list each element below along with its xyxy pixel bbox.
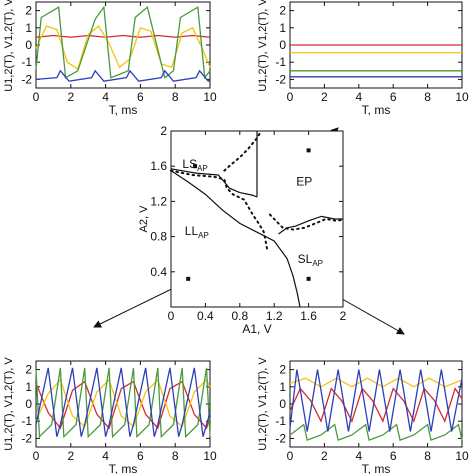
- x-tick-label: 0.4: [197, 309, 214, 323]
- x-tick-label: 0: [287, 449, 294, 463]
- x-tick-label: 0: [168, 309, 175, 323]
- y-tick-label: -1: [21, 55, 32, 69]
- y-tick-label: -1: [275, 55, 286, 69]
- panel-bottom-right: 0 2 4 6 8 10 -2 -1 0 1 2 T, ms U1,2(T), V1,2(T), V: [257, 357, 469, 474]
- x-axis-label: T, ms: [109, 462, 138, 474]
- x-tick-label: 6: [390, 449, 397, 463]
- panel-top-left: 0 2 4 6 8 10 -2 -1 0 1 2 T, ms U1,2(T), V1,2(T), V: [3, 0, 217, 117]
- series-line-1: [35, 25, 211, 71]
- x-tick-label: 4: [102, 449, 109, 463]
- series-line-2: [35, 5, 211, 80]
- panel-top-right: 0 2 4 6 8 10 -2 -1 0 1 2 T, ms U1,2(T), V1,2(T), V: [257, 0, 469, 117]
- x-tick-label: 10: [455, 449, 469, 463]
- y-tick-label: 1: [279, 21, 286, 35]
- y-axis-label: A2, V: [138, 205, 150, 233]
- y-tick-label: 0: [279, 38, 286, 52]
- x-tick-label: 6: [390, 90, 397, 104]
- y-tick-label: -1: [275, 414, 286, 428]
- x-tick-label: 2: [67, 449, 74, 463]
- y-tick-label: 0.4: [150, 265, 167, 279]
- y-tick-label: -2: [275, 72, 286, 86]
- series-line-3: [35, 69, 211, 83]
- y-tick-label: 2: [279, 4, 286, 18]
- y-tick-label: 2: [25, 363, 32, 377]
- x-tick-label: 2: [340, 309, 347, 323]
- x-axis-label: T, ms: [109, 103, 138, 117]
- region-marker-ls: [193, 164, 198, 169]
- y-axis-label: U1,2(T), V1,2(T), V: [3, 357, 15, 451]
- x-tick-label: 4: [102, 90, 109, 104]
- series-line-1: [289, 377, 463, 388]
- x-tick-label: 0: [33, 449, 40, 463]
- x-tick-label: 2: [321, 90, 328, 104]
- y-tick-label: 0: [25, 397, 32, 411]
- series-line-3: [35, 367, 211, 437]
- x-tick-label: 1.2: [266, 309, 283, 323]
- x-tick-label: 4: [355, 90, 362, 104]
- x-tick-label: 8: [172, 449, 179, 463]
- boundary-dotted-upper: [223, 130, 263, 172]
- y-tick-label: 1.2: [150, 194, 167, 208]
- y-tick-label: -2: [21, 72, 32, 86]
- region-marker-ep: [306, 148, 311, 153]
- x-tick-label: 1.6: [300, 309, 317, 323]
- x-tick-label: 0.8: [231, 309, 248, 323]
- panel-bottom-left: 0 2 4 6 8 10 -2 -1 0 1 2 T, ms U1,2(T), V1,2(T), V: [3, 357, 217, 474]
- x-tick-label: 10: [203, 90, 217, 104]
- boundary-dotted-right: [268, 213, 344, 231]
- x-tick-label: 10: [203, 449, 217, 463]
- x-axis-label: T, ms: [362, 103, 391, 117]
- x-axis-label: A1, V: [242, 322, 271, 336]
- y-tick-label: 1: [279, 380, 286, 394]
- y-axis-label: U1,2(T), V1,2(T), V: [3, 0, 15, 92]
- y-tick-label: 2: [279, 363, 286, 377]
- y-tick-label: 1: [25, 21, 32, 35]
- y-tick-label: 0: [279, 397, 286, 411]
- y-tick-label: -2: [21, 431, 32, 445]
- x-tick-label: 2: [321, 449, 328, 463]
- x-tick-label: 6: [137, 449, 144, 463]
- y-axis-label: U1,2(T), V1,2(T), V: [257, 0, 269, 92]
- y-tick-label: 1: [25, 380, 32, 394]
- x-axis-label: T, ms: [362, 462, 391, 474]
- x-tick-label: 8: [424, 90, 431, 104]
- boundary-solid-main: [170, 170, 301, 308]
- x-tick-label: 4: [355, 449, 362, 463]
- y-tick-label: -2: [275, 431, 286, 445]
- boundary-dotted-main: [170, 169, 269, 251]
- y-tick-label: 1.6: [150, 159, 167, 173]
- x-tick-label: 2: [67, 90, 74, 104]
- y-tick-label: 0.8: [150, 230, 167, 244]
- region-marker-sl: [306, 276, 311, 281]
- y-tick-label: 2: [25, 4, 32, 18]
- x-tick-label: 10: [455, 90, 469, 104]
- x-tick-label: 8: [172, 90, 179, 104]
- x-tick-label: 6: [137, 90, 144, 104]
- y-tick-label: 2: [160, 124, 167, 138]
- y-tick-label: 0: [25, 38, 32, 52]
- y-axis-label: U1,2(T), V1,2(T), V: [257, 357, 269, 451]
- x-tick-label: 0: [287, 90, 294, 104]
- x-tick-label: 8: [424, 449, 431, 463]
- y-tick-label: -1: [21, 414, 32, 428]
- x-tick-label: 0: [33, 90, 40, 104]
- series-line-2: [289, 423, 463, 441]
- region-label-ep: EP: [296, 175, 312, 189]
- region-marker-ll: [186, 276, 191, 281]
- series-line-3: [289, 369, 463, 432]
